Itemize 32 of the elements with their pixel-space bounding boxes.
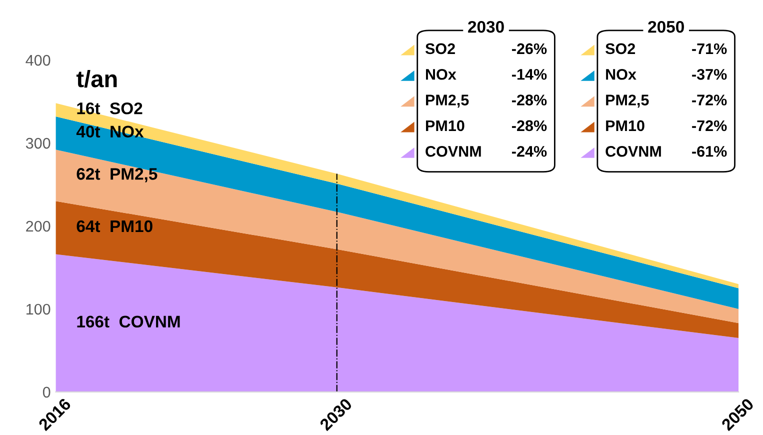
legend-label: COVNM [426,146,481,157]
legend-label: NOx [426,68,456,80]
text: NOx [606,68,636,80]
annotation: -28% [512,120,547,132]
annotation: -28% [512,94,547,106]
legend-label: PM10 [426,120,464,132]
text: -26% [512,43,547,54]
text: -71% [692,43,727,54]
legend-label: SO2 [425,43,455,54]
annotation: 64t PM10 [76,220,152,232]
annotation: 62t PM2,5 [76,168,158,182]
y-tick-label: 100 [26,304,50,315]
annotation: -72% [692,94,727,106]
y-tick-label: 400 [26,54,50,66]
annotation: -72% [692,120,727,132]
y-tick-label: 300 [26,138,50,149]
text: PM2,5 [606,94,649,108]
annotation: -37% [692,68,727,80]
text: 2030 [468,20,504,33]
y-tick-label: 200 [26,220,50,232]
annotation: -24% [512,146,547,157]
y-axis-title: t/an [76,70,117,88]
annotation: -61% [692,146,727,157]
legend-label: PM2,5 [426,94,469,108]
text: 2050 [648,20,684,33]
annotation: 166t COVNM [77,316,180,328]
y-tick-label: 0 [42,386,50,398]
text: SO2 [606,43,636,54]
text: COVNM [606,146,661,157]
annotation: -14% [512,69,547,80]
annotation: 16t SO2 [77,102,142,114]
text: PM10 [606,120,644,132]
